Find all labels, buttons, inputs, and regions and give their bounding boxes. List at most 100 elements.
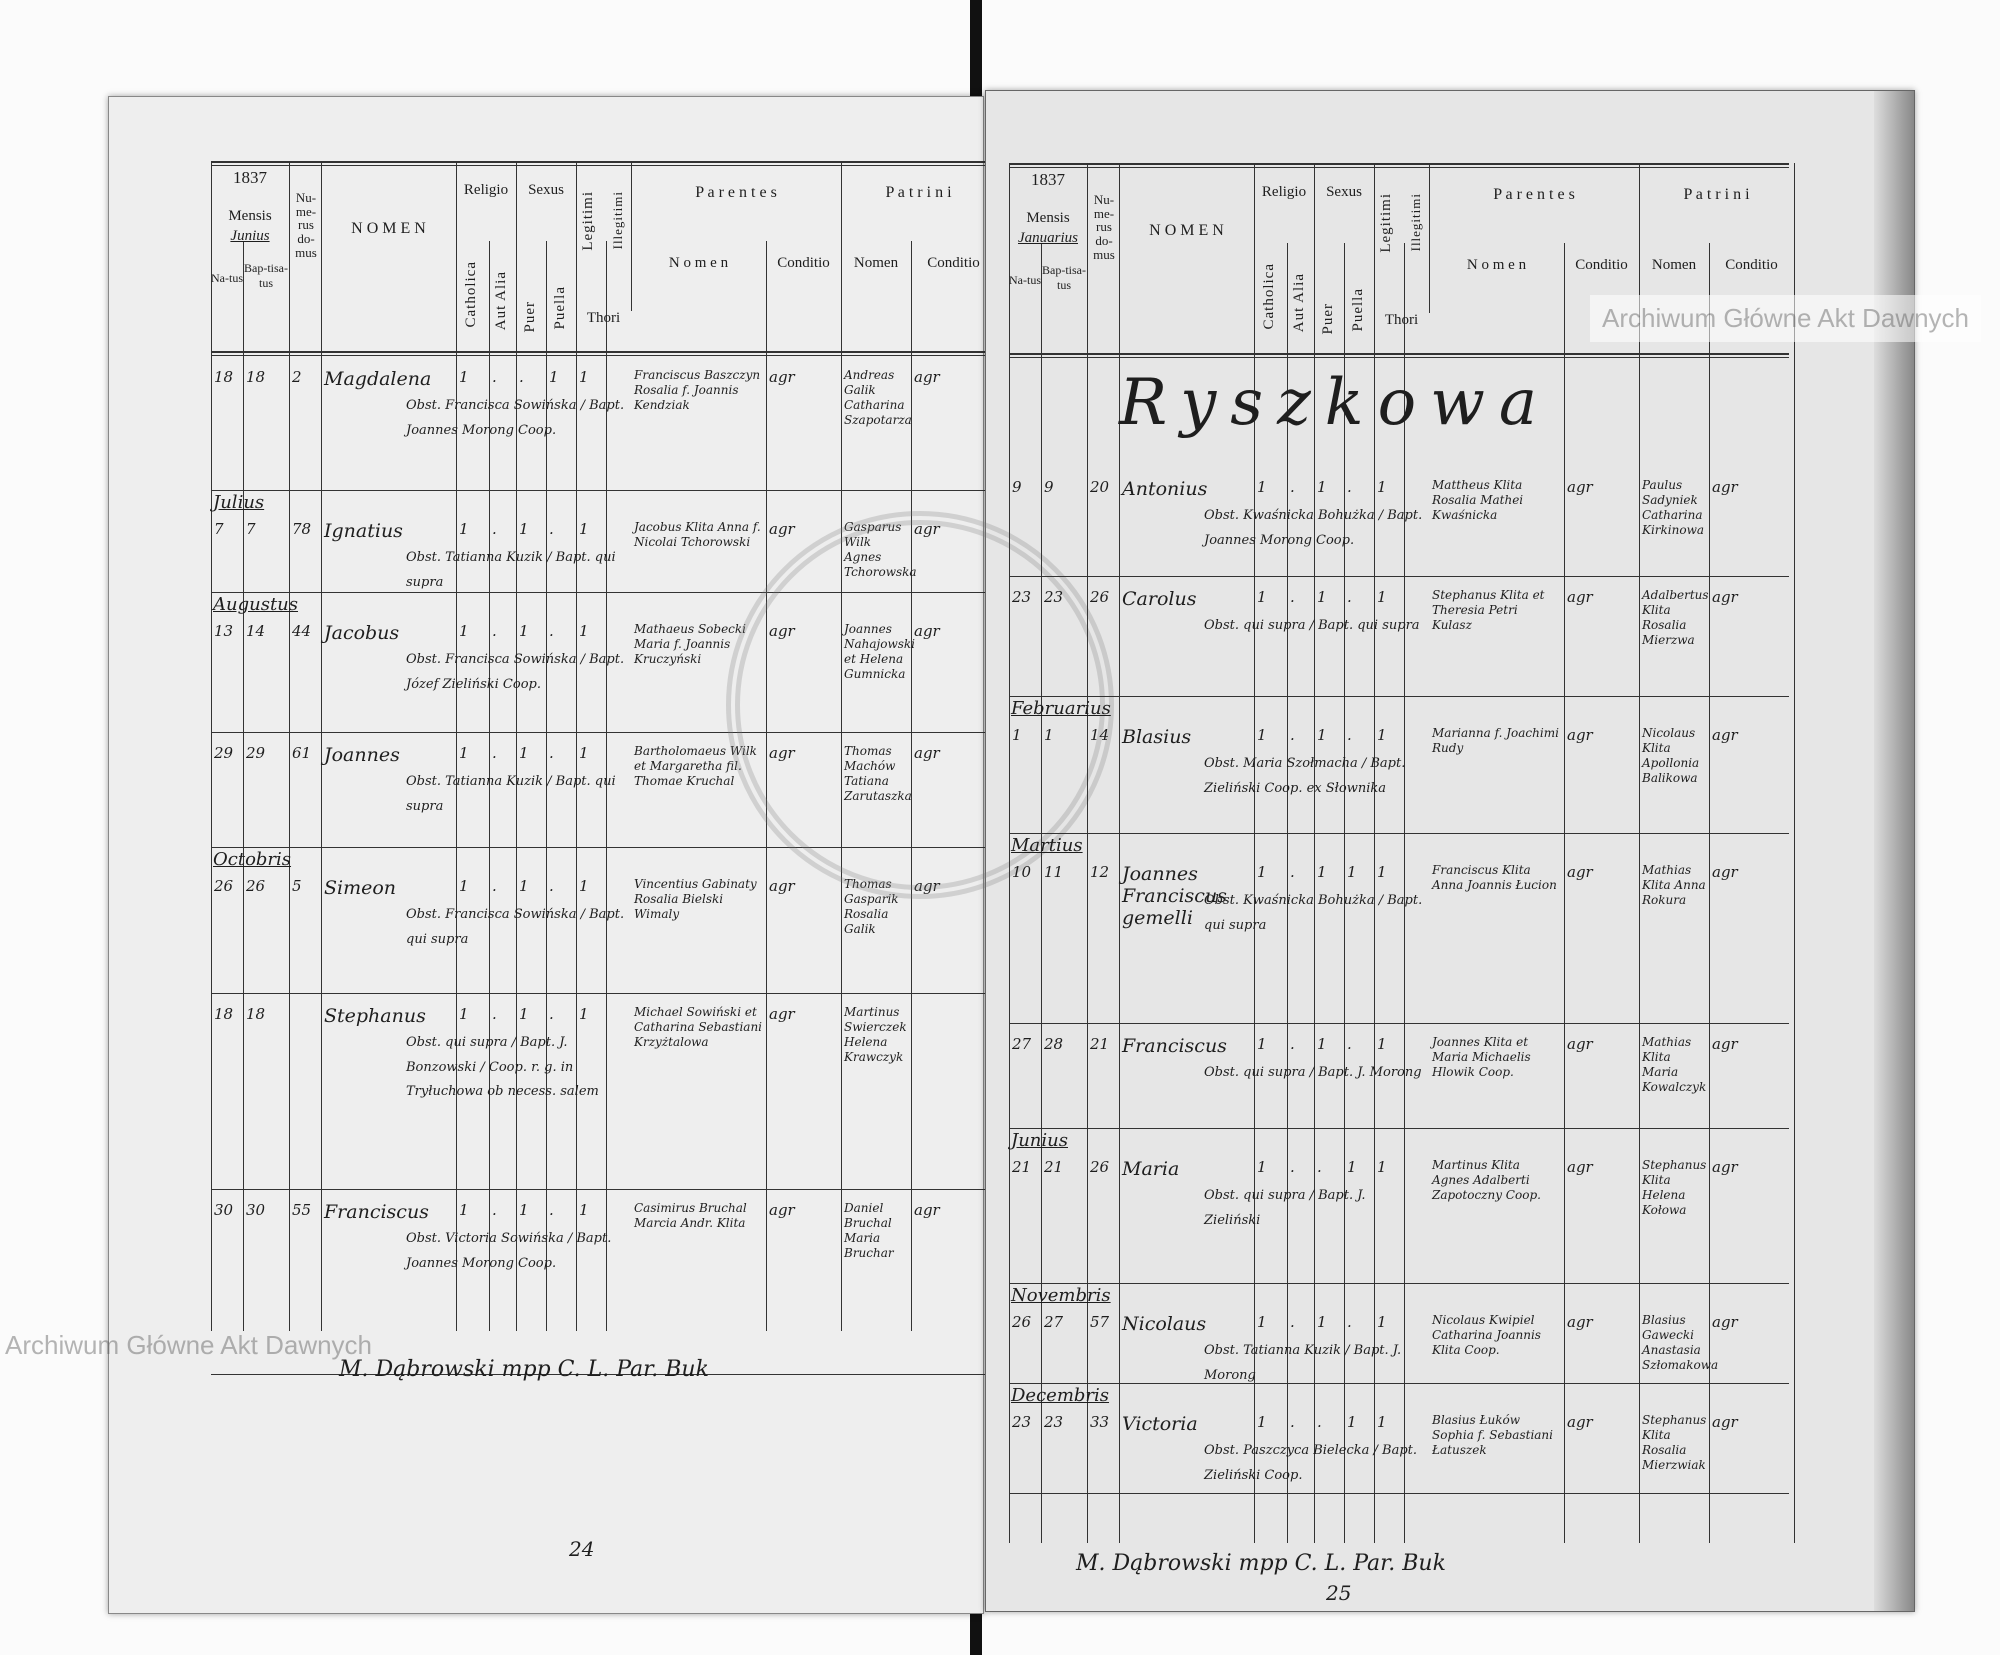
house-number: 78: [292, 520, 312, 538]
header-bottom-border: [1009, 353, 1789, 355]
godparents-names: Paulus Sadyniek Catharina Kirkinowa: [1642, 478, 1705, 537]
baptism-day: 14: [246, 622, 266, 640]
house-number: 20: [1090, 478, 1110, 496]
catholica-mark: 1: [1257, 863, 1267, 881]
baptism-day: 11: [1044, 863, 1064, 881]
godparents-conditio: agr: [1712, 1158, 1738, 1176]
aut-alia-mark: .: [1290, 1313, 1295, 1331]
obstetrix-baptizans-note: Obst. qui supra / Bapt. qui supra: [1204, 618, 1420, 633]
signature-left: M. Dąbrowski mpp C. L. Par. Buk: [339, 1357, 709, 1382]
month-label: Novembris: [1011, 1285, 1111, 1306]
natus-day: 10: [1012, 863, 1032, 881]
register-row: Decembris 23 23 33 Victoria 1.. 1 1 Blasius Łukó…: [1009, 1383, 1789, 1494]
puer-mark: 1: [1317, 863, 1327, 881]
register-row: 23 23 26 Carolus 1. 1. 1 Stephanus Klita et The…: [1009, 576, 1789, 697]
puer-mark: 1: [519, 1005, 529, 1023]
parents-conditio: agr: [1567, 1313, 1593, 1331]
house-number: 55: [292, 1201, 312, 1219]
puella-mark: 1: [1347, 1158, 1357, 1176]
parents-names: Nicolaus Kwipiel Catharina Joannis Klita…: [1432, 1313, 1541, 1357]
puer-mark: .: [1317, 1413, 1322, 1431]
house-number: 12: [1090, 863, 1110, 881]
parentes-nomen-header: N o m e n: [1466, 257, 1527, 273]
aut-alia-mark: .: [492, 622, 497, 640]
house-number: 26: [1090, 1158, 1110, 1176]
catholica-mark: 1: [459, 877, 469, 895]
baptism-day: 30: [246, 1201, 266, 1219]
column-divider: [1429, 163, 1430, 313]
religio-header: Religio: [1261, 184, 1307, 200]
godparents-conditio: agr: [1712, 1035, 1738, 1053]
natus-day: 27: [1012, 1035, 1032, 1053]
place-name: Ryszkowa: [1119, 366, 1552, 440]
obstetrix-baptizans-note: Obst. Tatianna Kuzik / Bapt. qui supra: [406, 774, 616, 814]
house-number: 57: [1090, 1313, 1110, 1331]
house-number: 2: [292, 368, 302, 386]
aut-alia-mark: .: [492, 520, 497, 538]
house-number: 5: [292, 877, 302, 895]
month-label: Februarius: [1011, 698, 1111, 719]
puella-mark: .: [1347, 478, 1352, 496]
puer-header: Puer: [1320, 303, 1336, 335]
parentes-header: P a r e n t e s: [695, 184, 777, 201]
puer-mark: 1: [1317, 1035, 1327, 1053]
puella-mark: .: [549, 1005, 554, 1023]
puella-mark: .: [549, 520, 554, 538]
column-divider: [1794, 163, 1795, 1543]
obstetrix-baptizans-note: Obst. qui supra / Bapt. J. Morong: [1204, 1065, 1422, 1080]
parents-names: Bartholomaeus Wilk et Margaretha fil. Th…: [634, 744, 757, 788]
baptism-day: 7: [246, 520, 256, 538]
godparents-conditio: agr: [1712, 1313, 1738, 1331]
puella-mark: .: [549, 622, 554, 640]
godparents-names: Stephanus Klita Rosalia Mierzwiak: [1642, 1413, 1707, 1472]
register-row: 18 18 2 Magdalena 1.. 1 1 Franciscus Baszczyn R…: [211, 356, 996, 491]
religio-header: Religio: [463, 182, 509, 198]
catholica-mark: 1: [459, 1201, 469, 1219]
puella-mark: .: [1347, 726, 1352, 744]
child-name: Victoria: [1122, 1413, 1198, 1435]
parents-names: Franciscus Baszczyn Rosalia f. Joannis K…: [634, 368, 761, 412]
binding-top: [970, 0, 982, 96]
godparents-conditio: agr: [914, 368, 940, 386]
column-divider: [606, 241, 607, 1331]
aut-alia-mark: .: [492, 1005, 497, 1023]
natus-day: 23: [1012, 1413, 1032, 1431]
watermark-right: Archiwum Główne Akt Dawnych: [1590, 295, 1982, 342]
catholica-mark: 1: [459, 622, 469, 640]
puella-mark: .: [549, 877, 554, 895]
register-table-right: 1837 Mensis Januarius Na-tus Bap-tisa-tus Nu-…: [1009, 163, 1795, 1543]
house-number: 14: [1090, 726, 1110, 744]
natus-day: 26: [214, 877, 234, 895]
obstetrix-baptizans-note: Obst. Francisca Sowińska / Bapt. Joannes…: [406, 398, 625, 438]
parents-conditio: agr: [769, 520, 795, 538]
natus-day: 21: [1012, 1158, 1032, 1176]
column-divider: [489, 241, 490, 1331]
parents-conditio: agr: [769, 368, 795, 386]
parents-conditio: agr: [1567, 863, 1593, 881]
aut-alia-mark: .: [1290, 1035, 1295, 1053]
column-divider: [456, 161, 457, 1331]
table-top-border-inner: [1009, 167, 1789, 168]
legitimi-mark: 1: [1377, 1313, 1387, 1331]
house-number: 26: [1090, 588, 1110, 606]
natus-day: 23: [1012, 588, 1032, 606]
month-label: Junius: [1011, 1130, 1068, 1151]
patrini-nomen-header: Nomen: [853, 255, 899, 271]
puer-mark: 1: [519, 877, 529, 895]
parentes-nomen-header: N o m e n: [668, 255, 729, 271]
parentes-header: P a r e n t e s: [1493, 186, 1575, 203]
aut-alia-mark: .: [492, 368, 497, 386]
column-divider: [1639, 163, 1640, 1543]
legitimi-mark: 1: [579, 622, 589, 640]
natus-day: 18: [214, 1005, 234, 1023]
legitimi-mark: 1: [1377, 1158, 1387, 1176]
godparents-names: Nicolaus Klita Apollonia Balikowa: [1642, 726, 1700, 785]
column-divider: [576, 161, 577, 1331]
illegitimi-header: Illegitimi: [1408, 193, 1423, 252]
puer-mark: 1: [1317, 1313, 1327, 1331]
patrini-header: P a t r i n i: [1683, 186, 1750, 203]
legitimi-mark: 1: [1377, 1413, 1387, 1431]
obstetrix-baptizans-note: Obst. Maria Szołmacha / Bapt. Zieliński …: [1204, 756, 1406, 796]
puella-mark: .: [1347, 588, 1352, 606]
natus-day: 7: [214, 520, 224, 538]
